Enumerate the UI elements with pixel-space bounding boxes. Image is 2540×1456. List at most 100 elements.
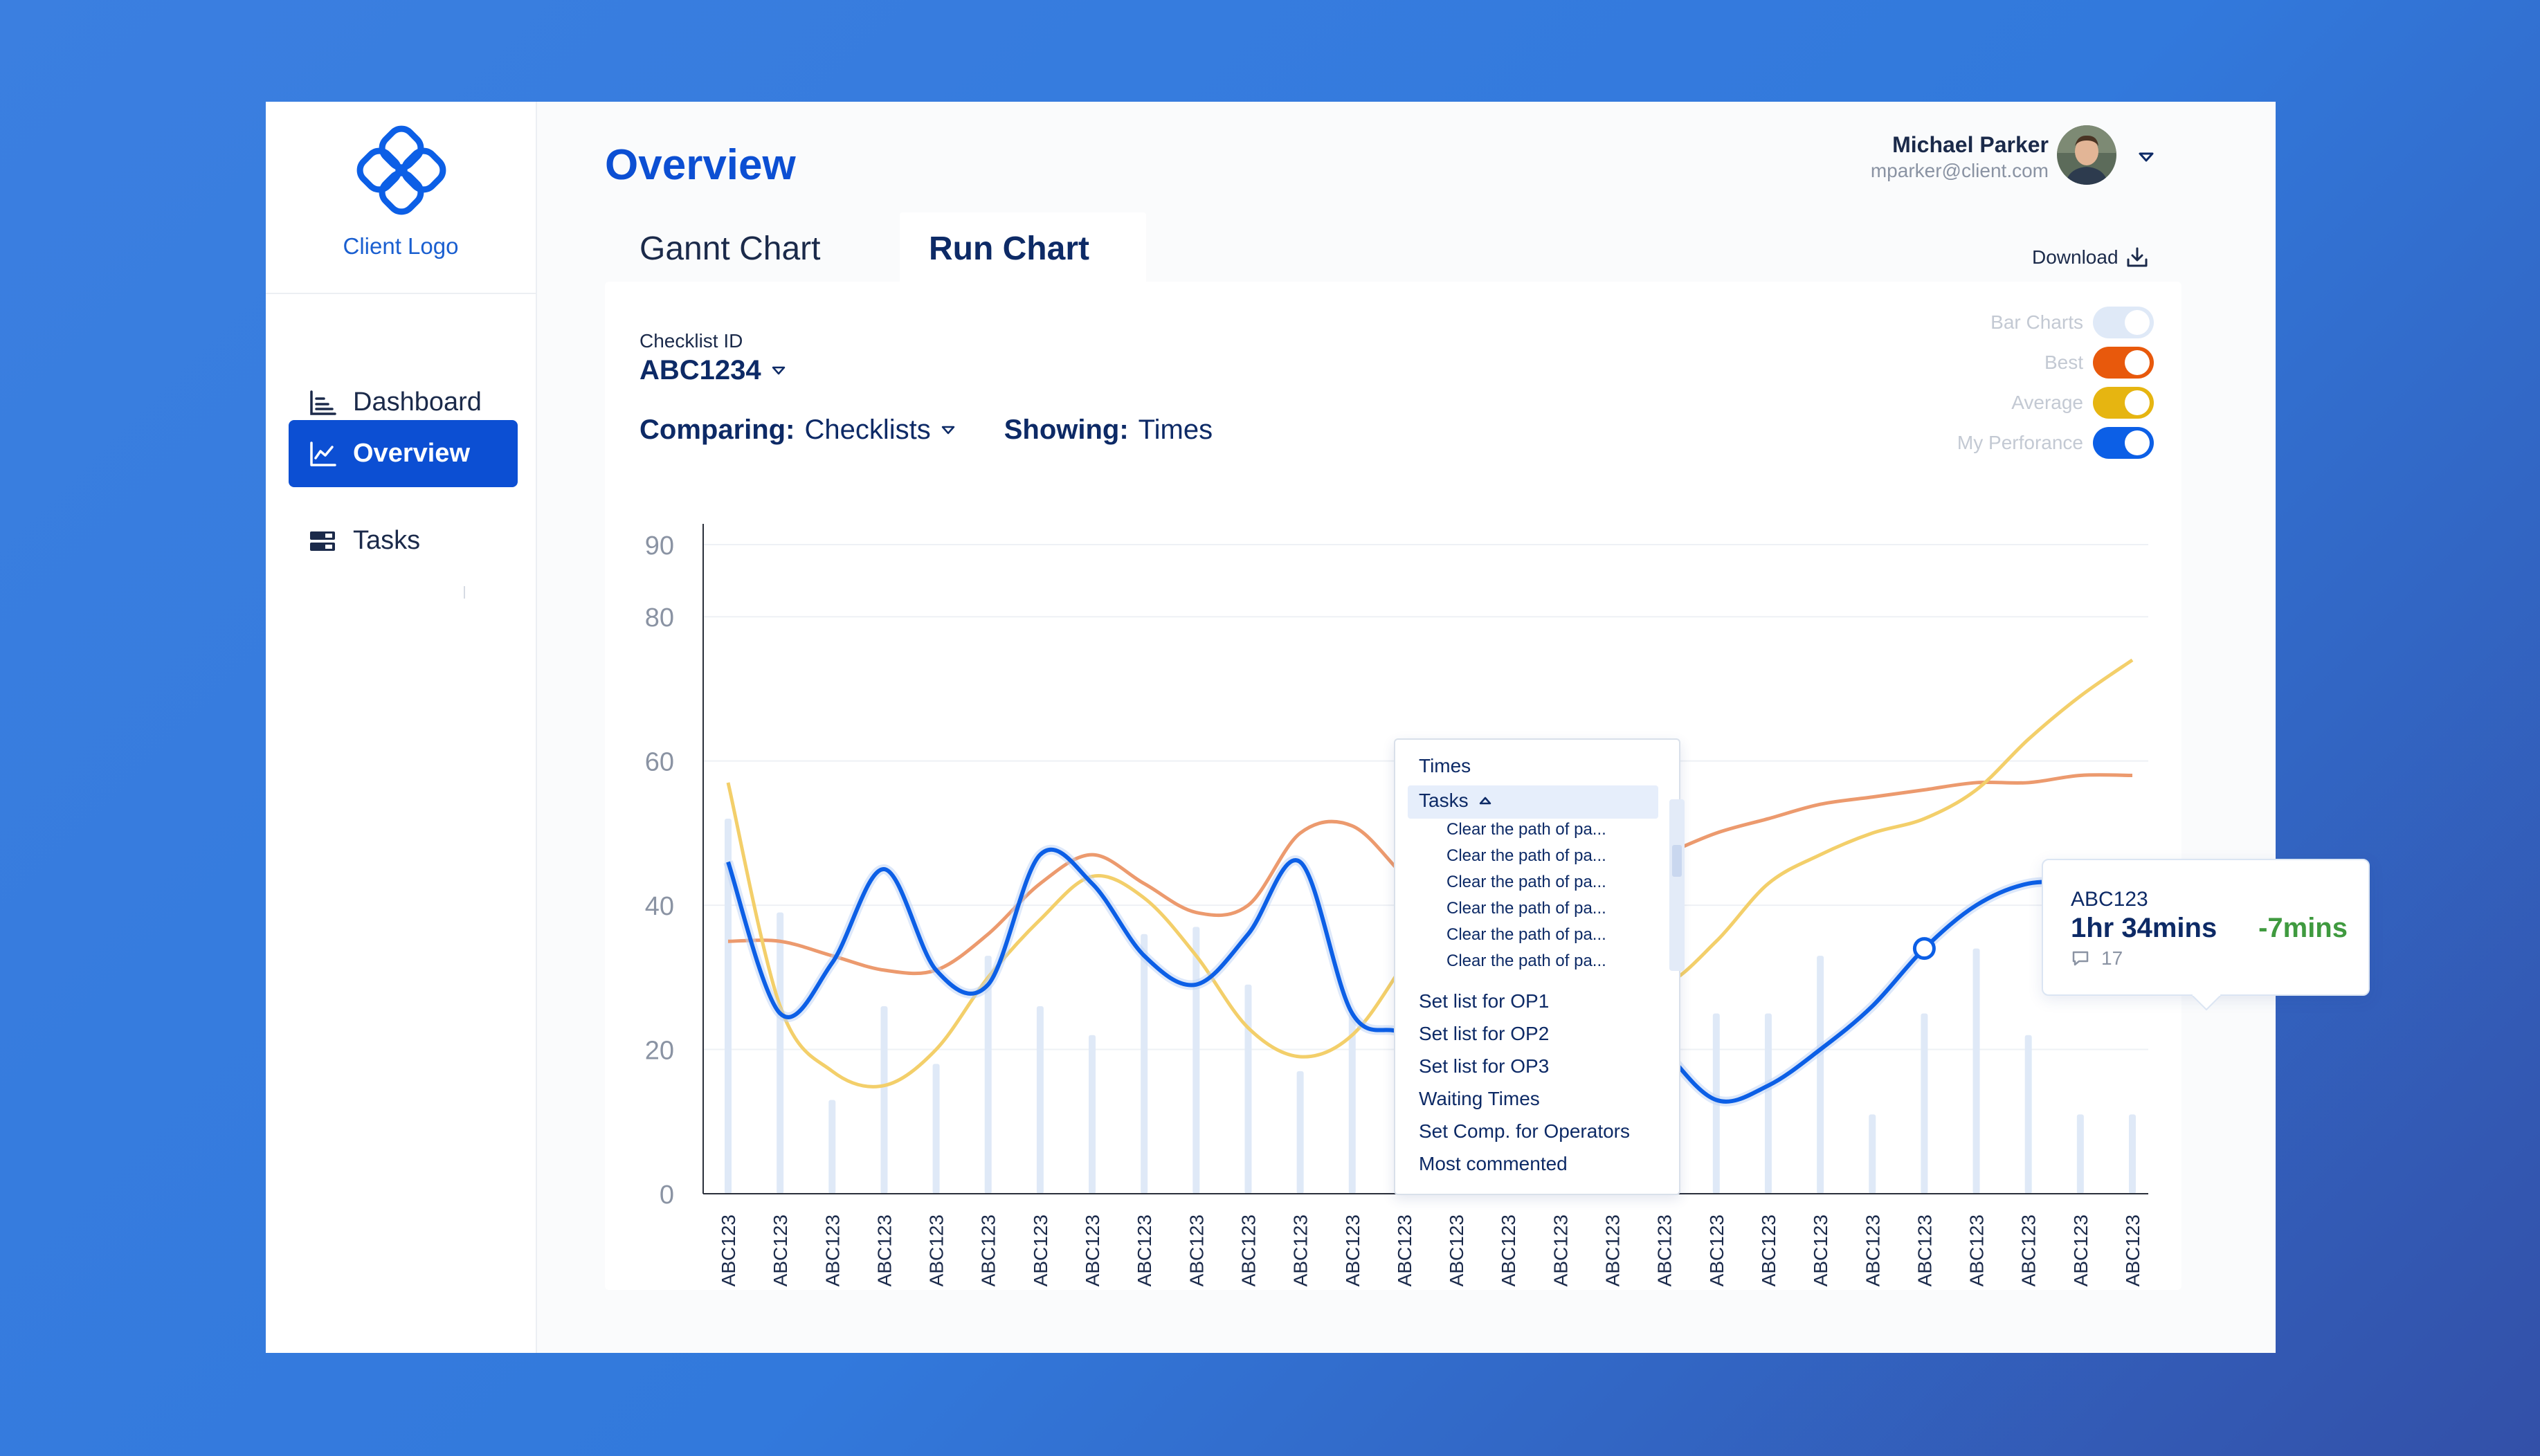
chevron-up-icon [1479,797,1491,805]
tooltip-diff: -7mins [2258,913,2348,943]
bar [777,912,784,1194]
checklist-id-label: Checklist ID [639,330,743,352]
avatar-photo [2057,125,2116,185]
x-tick-label: ABC123 [1290,1214,1312,1286]
menu-item-times[interactable]: Times [1419,755,1471,776]
toggle-knob [2125,310,2150,335]
toggle-label: Average [2011,392,2083,413]
menu-item-op3[interactable]: Set list for OP3 [1419,1055,1550,1077]
y-tick-label: 60 [645,748,674,777]
run-chart-card: Checklist ID ABC1234 Comparing: Checklis… [605,282,2181,1290]
highlight-point [1912,937,1936,961]
toggle-knob [2125,390,2150,415]
x-tick-label: ABC123 [1498,1214,1519,1286]
menu-item-op1[interactable]: Set list for OP1 [1419,990,1550,1012]
toggle-row: Best [1957,343,2154,383]
y-tick-label: 80 [645,603,674,633]
y-tick-label: 90 [645,531,674,561]
showing-dropdown-menu: Times Tasks Clear the path of pa... Clea… [1394,738,1685,1195]
bar [725,819,732,1194]
chevron-down-icon [772,366,785,374]
x-tick-label: ABC123 [1914,1214,1935,1286]
bar [1244,984,1252,1194]
x-tick-label: ABC123 [1758,1214,1779,1286]
menu-subitem[interactable]: Clear the path of pa... [1446,846,1606,865]
sidebar-item-tasks[interactable]: Tasks [289,507,518,574]
bar [2076,1114,2084,1194]
logo-text: Client Logo [343,233,459,259]
bar [1921,1013,1928,1194]
menu-item-waiting-times[interactable]: Waiting Times [1419,1088,1540,1109]
avatar[interactable] [2057,125,2116,185]
toggle-switch[interactable] [2093,427,2154,459]
checklist-id-select[interactable]: ABC1234 [639,355,786,386]
chevron-down-icon [941,426,954,434]
bar [932,1064,940,1194]
menu-item-tasks[interactable]: Tasks [1419,790,1492,812]
bar [1869,1114,1876,1194]
bar [2129,1114,2136,1194]
user-email: mparker@client.com [1870,160,2049,181]
bar [828,1100,836,1194]
filter-row: Comparing: Checklists Showing: Times [639,415,1213,446]
showing-select[interactable]: Showing: Times [1004,415,1213,446]
toggle-knob [2125,430,2150,455]
menu-item-most-commented[interactable]: Most commented [1419,1153,1568,1174]
toggle-row: Bar Charts [1957,302,2154,343]
line-chart-icon [310,441,336,466]
bar [1764,1013,1772,1194]
toggle-switch[interactable] [2093,307,2154,338]
x-tick-label: ABC123 [822,1214,843,1286]
menu-subitem[interactable]: Clear the path of pa... [1446,873,1606,891]
menu-subitem[interactable]: Clear the path of pa... [1446,820,1606,839]
bar [1348,1013,1356,1194]
toggle-label: Best [2044,352,2083,373]
sidebar-item-dashboard[interactable]: Dashboard [289,369,518,436]
menu-item-comp-operators[interactable]: Set Comp. for Operators [1419,1120,1631,1142]
dropdown-scrollbar[interactable] [1669,799,1685,971]
x-tick-label: ABC123 [978,1214,999,1286]
x-tick-label: ABC123 [2070,1214,2092,1286]
x-tick-label: ABC123 [1446,1214,1467,1286]
sidebar-item-overview[interactable]: Overview [289,420,518,487]
logo-block: Client Logo [266,102,536,294]
menu-subitem[interactable]: Clear the path of pa... [1446,899,1606,918]
x-tick-label: ABC123 [2122,1214,2143,1286]
x-tick-label: ABC123 [873,1214,895,1286]
sidebar: Client Logo Dashboard Overview [266,102,537,1353]
x-tick-label: ABC123 [1342,1214,1363,1286]
comparing-value: Checklists [804,415,931,445]
bar [880,1006,888,1194]
comment-icon [2072,951,2089,966]
x-tick-label: ABC123 [1186,1214,1207,1286]
toggle-row: Average [1957,383,2154,423]
x-tick-label: ABC123 [2018,1214,2040,1286]
menu-subitem[interactable]: Clear the path of pa... [1446,925,1606,944]
comparing-label: Comparing: [639,415,795,445]
toggle-switch[interactable] [2093,347,2154,379]
x-tick-label: ABC123 [718,1214,739,1286]
x-tick-label: ABC123 [1706,1214,1727,1286]
bar [984,956,992,1194]
series-line-my-perforance [726,847,2132,1104]
bar [2024,1035,2032,1194]
chevron-down-icon[interactable] [2137,150,2155,164]
bar [1036,1006,1044,1194]
comparing-select[interactable]: Checklists [804,415,955,446]
toggle-label: My Perforance [1957,432,2083,453]
x-tick-label: ABC123 [1810,1214,1831,1286]
sidebar-item-label: Overview [353,439,470,468]
menu-item-op2[interactable]: Set list for OP2 [1419,1023,1550,1044]
menu-subitem[interactable]: Clear the path of pa... [1446,952,1606,970]
tab-run-chart[interactable]: Run Chart [900,212,1146,284]
x-tick-label: ABC123 [1654,1214,1676,1286]
download-button[interactable]: Download [2032,246,2149,269]
tab-gantt-chart[interactable]: Gannt Chart [639,230,821,267]
toggle-switch[interactable] [2093,387,2154,419]
download-label: Download [2032,246,2119,268]
scrollbar-thumb[interactable] [1672,845,1682,877]
tasks-icon [310,531,335,551]
sidebar-item-label: Tasks [353,526,421,555]
x-tick-label: ABC123 [1082,1214,1103,1286]
download-icon [2127,247,2148,267]
